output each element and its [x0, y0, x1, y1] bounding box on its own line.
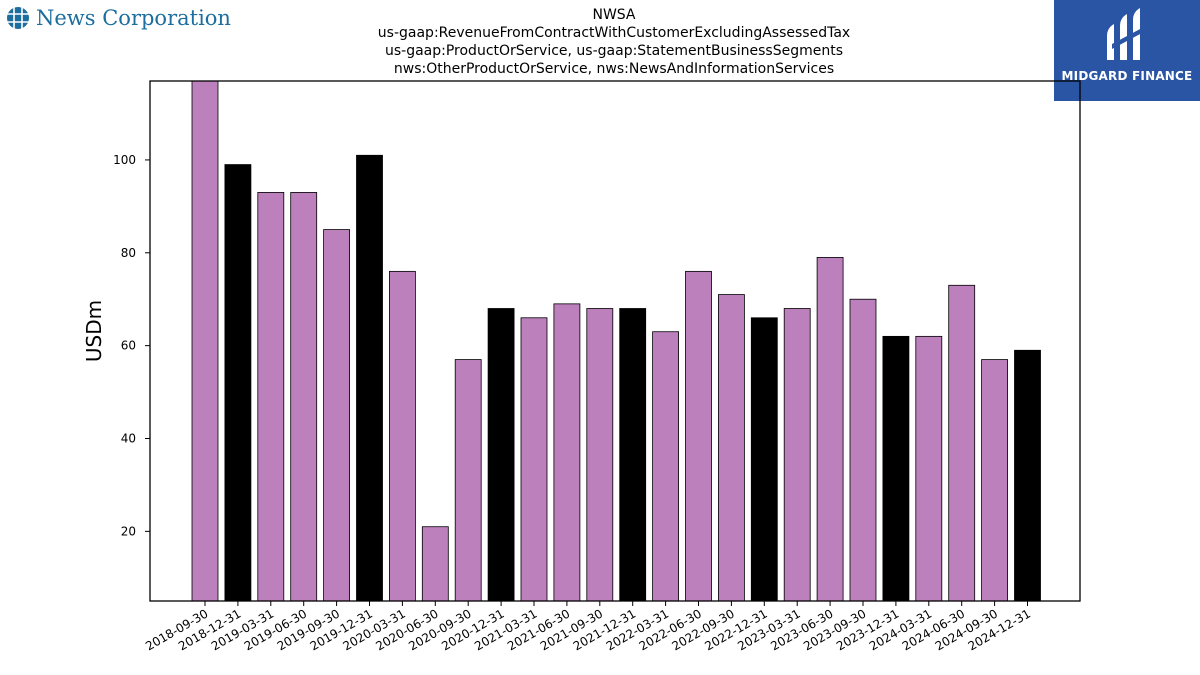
- bar: [257, 192, 285, 602]
- bar: [290, 192, 318, 602]
- bar: [553, 303, 581, 602]
- bar: [816, 257, 844, 602]
- y-tick-label: 80: [121, 246, 136, 260]
- bar: [718, 294, 745, 602]
- news-corp-logo: News Corporation: [6, 6, 231, 30]
- bar: [750, 317, 778, 602]
- bar: [882, 335, 910, 602]
- y-tick-label: 60: [121, 339, 136, 353]
- y-tick-label: 20: [121, 524, 136, 538]
- y-tick-label: 40: [121, 432, 136, 446]
- bar: [783, 308, 811, 602]
- plot-frame: [149, 80, 1081, 602]
- chart-title-line: us-gaap:ProductOrService, us-gaap:Statem…: [384, 43, 843, 59]
- chart-title-line: nws:OtherProductOrService, nws:NewsAndIn…: [393, 61, 835, 77]
- bar: [487, 308, 515, 602]
- bar: [849, 298, 877, 602]
- bar: [323, 229, 351, 602]
- midgard-emblem-icon: [1107, 8, 1142, 60]
- bar: [520, 317, 548, 602]
- chart-title-line: us-gaap:RevenueFromContractWithCustomerE…: [377, 25, 851, 41]
- y-axis-label: USDm: [82, 300, 106, 362]
- bar: [421, 526, 449, 602]
- bar: [1014, 349, 1041, 602]
- chart-title-line: NWSA: [592, 7, 636, 23]
- bar: [454, 359, 482, 602]
- bar: [619, 308, 647, 602]
- midgard-finance-logo-text: MIDGARD FINANCE: [1061, 69, 1193, 83]
- bar: [586, 308, 614, 602]
- bar: [191, 80, 219, 602]
- chart-title: NWSA us-gaap:RevenueFromContractWithCust…: [264, 6, 964, 78]
- bar: [981, 359, 1008, 602]
- x-axis: 2018-09-302018-12-312019-03-312019-06-30…: [143, 601, 1033, 653]
- y-axis: 20 40 60 80 100: [113, 153, 150, 538]
- bar: [948, 284, 976, 602]
- bar: [388, 270, 416, 602]
- bar-series: [191, 80, 1041, 602]
- bar: [915, 335, 943, 602]
- midgard-finance-logo: MIDGARD FINANCE: [1054, 0, 1200, 101]
- bar: [685, 270, 712, 602]
- bar: [224, 164, 252, 602]
- bar: [652, 331, 679, 602]
- globe-icon: [7, 7, 29, 29]
- bar: [356, 154, 383, 602]
- y-tick-label: 100: [113, 153, 136, 167]
- news-corp-logo-text: News Corporation: [36, 6, 231, 30]
